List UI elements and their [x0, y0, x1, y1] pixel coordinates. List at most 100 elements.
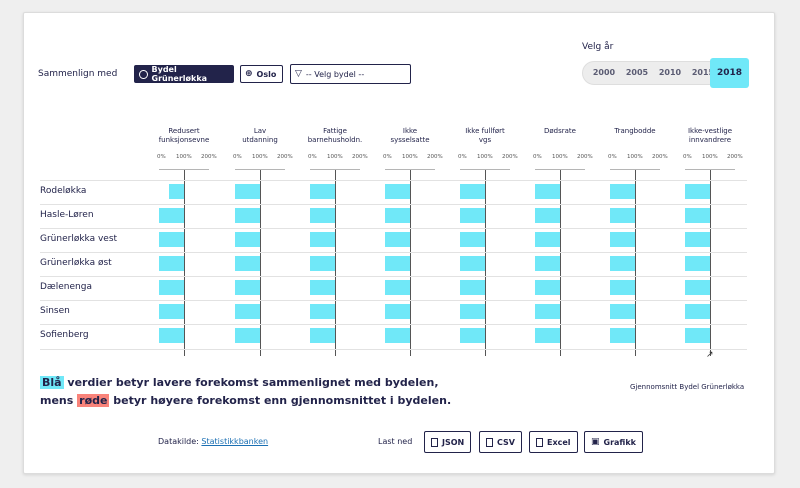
bar[interactable]	[460, 232, 485, 247]
bar[interactable]	[685, 328, 710, 343]
indicator-header: Dødsrate	[544, 127, 576, 135]
bar[interactable]	[159, 256, 184, 271]
bar[interactable]	[610, 208, 635, 223]
bar[interactable]	[535, 328, 560, 343]
bar[interactable]	[460, 304, 485, 319]
bar[interactable]	[159, 328, 184, 343]
reference-line	[485, 170, 486, 356]
bar[interactable]	[535, 232, 560, 247]
compare-oslo-button[interactable]: ⊕ Oslo	[240, 65, 283, 83]
chart-card: Sammenlign med Bydel Grünerløkka ⊕ Oslo …	[23, 12, 775, 474]
bar[interactable]	[535, 256, 560, 271]
bar[interactable]	[159, 232, 184, 247]
bar[interactable]	[610, 304, 635, 319]
download-excel-button[interactable]: Excel	[529, 431, 578, 453]
bar[interactable]	[385, 232, 410, 247]
download-csv-button[interactable]: CSV	[479, 431, 522, 453]
bar[interactable]	[235, 232, 260, 247]
bar[interactable]	[685, 256, 710, 271]
bar[interactable]	[159, 280, 184, 295]
source-link[interactable]: Statistikkbanken	[201, 437, 269, 446]
file-icon	[431, 437, 438, 447]
download-graphics-button[interactable]: ▣ Grafikk	[584, 431, 643, 453]
bar[interactable]	[685, 232, 710, 247]
indicator-header: Redusert funksjonsevne	[158, 127, 210, 144]
bar[interactable]	[310, 184, 335, 199]
axis-line	[685, 169, 735, 170]
bar[interactable]	[235, 208, 260, 223]
bydel-select[interactable]: ▽ -- Velg bydel --	[290, 64, 411, 84]
file-icon	[486, 437, 493, 447]
bar[interactable]	[685, 280, 710, 295]
bar[interactable]	[685, 304, 710, 319]
bar[interactable]	[610, 328, 635, 343]
download-json-button[interactable]: JSON	[424, 431, 472, 453]
bar[interactable]	[310, 280, 335, 295]
bar[interactable]	[169, 184, 184, 199]
bar[interactable]	[235, 256, 260, 271]
indicator-header: Ikke-vestlige innvandrere	[687, 127, 733, 144]
bar[interactable]	[460, 256, 485, 271]
download-label: Last ned	[378, 437, 413, 446]
axis-line	[535, 169, 585, 170]
legend-red-word: røde	[77, 394, 110, 407]
bar[interactable]	[460, 280, 485, 295]
download-graphics-label: Grafikk	[603, 437, 636, 447]
row-label: Grünerløkka øst	[40, 258, 112, 268]
year-option[interactable]: 2005	[625, 68, 649, 77]
bar[interactable]	[310, 304, 335, 319]
compare-bydel-button[interactable]: Bydel Grünerløkka	[134, 65, 234, 83]
bar[interactable]	[610, 280, 635, 295]
tick-label: 100%	[402, 154, 418, 160]
bar[interactable]	[310, 328, 335, 343]
row-divider	[40, 324, 747, 325]
year-option[interactable]: 2010	[658, 68, 682, 77]
bar[interactable]	[460, 328, 485, 343]
bar[interactable]	[685, 184, 710, 199]
indicator-header: Ikke fullført vgs	[465, 127, 505, 144]
bar[interactable]	[535, 208, 560, 223]
compare-bydel-label: Bydel Grünerløkka	[151, 65, 208, 83]
tick-label: 200%	[201, 154, 217, 160]
row-divider	[40, 276, 747, 277]
tick-label: 100%	[176, 154, 192, 160]
bar[interactable]	[385, 304, 410, 319]
tick-label: 0%	[533, 154, 542, 160]
tick-label: 0%	[608, 154, 617, 160]
bar[interactable]	[159, 304, 184, 319]
row-label: Sofienberg	[40, 330, 89, 340]
source-label: Datakilde:	[158, 437, 199, 446]
bar[interactable]	[460, 208, 485, 223]
bar[interactable]	[535, 184, 560, 199]
bar[interactable]	[235, 280, 260, 295]
bar[interactable]	[610, 184, 635, 199]
year-option[interactable]: 2000	[592, 68, 616, 77]
bar[interactable]	[385, 184, 410, 199]
bar[interactable]	[159, 208, 184, 223]
bar[interactable]	[610, 232, 635, 247]
bar[interactable]	[310, 208, 335, 223]
bar[interactable]	[310, 256, 335, 271]
row-label: Dælenenga	[40, 282, 92, 292]
row-divider	[40, 204, 747, 205]
bar[interactable]	[685, 208, 710, 223]
tick-label: 0%	[233, 154, 242, 160]
year-selected-handle[interactable]: 2018	[710, 58, 749, 88]
indicator-header: Fattige barnehusholdn.	[307, 127, 363, 144]
bar[interactable]	[310, 232, 335, 247]
bar[interactable]	[460, 184, 485, 199]
row-label: Rodeløkka	[40, 186, 87, 196]
bar[interactable]	[535, 304, 560, 319]
bar[interactable]	[610, 256, 635, 271]
bar[interactable]	[535, 280, 560, 295]
bar[interactable]	[385, 256, 410, 271]
year-option[interactable]: 2015	[691, 68, 715, 77]
radio-circle-icon	[139, 69, 148, 79]
bar[interactable]	[385, 280, 410, 295]
bar[interactable]	[235, 328, 260, 343]
bar[interactable]	[235, 304, 260, 319]
bar[interactable]	[385, 208, 410, 223]
bar[interactable]	[235, 184, 260, 199]
bar[interactable]	[385, 328, 410, 343]
compare-label: Sammenlign med	[38, 69, 118, 79]
